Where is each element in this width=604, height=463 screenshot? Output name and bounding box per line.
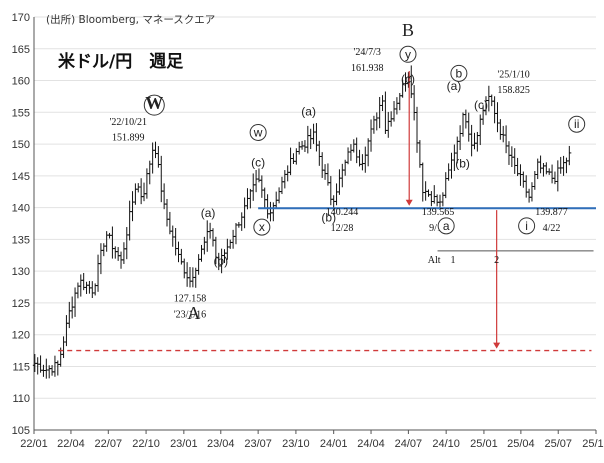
source-label: (出所) Bloomberg, マネースクエア bbox=[46, 13, 215, 26]
y-tick-label: 120 bbox=[12, 330, 30, 342]
wave-label-circled: b bbox=[450, 64, 468, 82]
wave-label-circle bbox=[437, 217, 455, 235]
x-tick-label: 24/04 bbox=[357, 438, 385, 450]
wave-label-circle bbox=[568, 115, 586, 133]
y-tick-label: 145 bbox=[12, 171, 30, 183]
x-tick-label: 23/01 bbox=[170, 438, 198, 450]
y-tick-label: 150 bbox=[12, 139, 30, 151]
y-tick-label: 160 bbox=[12, 76, 30, 88]
y-tick-label: 130 bbox=[12, 266, 30, 278]
point-label-line1: 139.877 bbox=[535, 207, 568, 218]
alt-label: 2 bbox=[494, 255, 499, 266]
gridlines bbox=[34, 16, 596, 431]
wave-label-text: w bbox=[253, 125, 263, 139]
wave-label: A bbox=[187, 303, 200, 323]
x-tick-label: 23/10 bbox=[282, 438, 310, 450]
wave-label-circle bbox=[143, 94, 165, 116]
x-tick-label: 25/10 bbox=[582, 438, 604, 450]
arrow-head bbox=[405, 199, 413, 206]
wave-label-circled: ii bbox=[568, 115, 586, 133]
y-tick-label: 115 bbox=[12, 361, 30, 373]
y-tick-label: 105 bbox=[12, 425, 30, 437]
x-tick-label: 23/04 bbox=[207, 438, 235, 450]
point-label-line1: 140.244 bbox=[326, 207, 359, 218]
x-tick-label: 25/07 bbox=[544, 438, 572, 450]
point-label-line2: 9/16 bbox=[429, 223, 447, 234]
x-tick-label: 22/01 bbox=[20, 438, 48, 450]
wave-label: (c) bbox=[401, 72, 415, 86]
y-tick-label: 135 bbox=[12, 234, 30, 246]
alt-label: Alt 1 bbox=[428, 255, 456, 266]
wave-label-text: a bbox=[443, 219, 450, 233]
wave-label-circle bbox=[450, 64, 468, 82]
wave-label-text: b bbox=[456, 66, 463, 80]
reference-lines bbox=[58, 71, 596, 352]
point-label-line1: '25/1/10 bbox=[497, 69, 529, 80]
x-tick-label: 22/10 bbox=[132, 438, 160, 450]
point-label-line2: 4/22 bbox=[543, 223, 561, 234]
point-label-line2: 151.899 bbox=[112, 132, 145, 143]
wave-label: (a) bbox=[447, 79, 462, 93]
x-tick-label: 25/04 bbox=[507, 438, 535, 450]
point-label-line1: 139.565 bbox=[422, 207, 455, 218]
wave-label-text: W bbox=[145, 93, 163, 113]
x-tick-label: 22/07 bbox=[95, 438, 123, 450]
wave-label-text: y bbox=[405, 47, 411, 61]
wave-label-circled: x bbox=[253, 218, 271, 236]
y-tick-label: 125 bbox=[12, 298, 30, 310]
x-tick-label: 24/01 bbox=[320, 438, 348, 450]
chart-title: 米ドル/円 週足 bbox=[58, 51, 183, 72]
arrow-head bbox=[493, 342, 501, 349]
wave-label-circle bbox=[518, 217, 536, 235]
x-tick-label: 23/07 bbox=[244, 438, 272, 450]
y-tick-label: 170 bbox=[12, 12, 30, 24]
point-label-line2: 158.825 bbox=[497, 85, 530, 96]
point-label-line1: 127.158 bbox=[174, 294, 207, 305]
wave-label: (c) bbox=[474, 98, 488, 112]
x-tick-label: 22/04 bbox=[57, 438, 85, 450]
wave-label: (b) bbox=[321, 211, 336, 225]
wave-label-circled: w bbox=[249, 123, 267, 141]
wave-label: (a) bbox=[301, 104, 316, 118]
wave-label-circled: i bbox=[518, 217, 536, 235]
point-label-line1: '22/10/21 bbox=[110, 117, 147, 128]
x-tick-label: 24/07 bbox=[395, 438, 423, 450]
wave-label: (b) bbox=[455, 157, 470, 171]
wave-label-text: x bbox=[259, 220, 265, 234]
wave-label-circle bbox=[399, 45, 417, 63]
wave-label: B bbox=[402, 20, 414, 40]
wave-label: (c) bbox=[251, 155, 265, 169]
wave-label-circled: a bbox=[437, 217, 455, 235]
x-tick-label: 25/01 bbox=[470, 438, 498, 450]
point-label-line2: '23/1/16 bbox=[174, 310, 206, 321]
y-tick-label: 110 bbox=[12, 393, 30, 405]
y-tick-label: 140 bbox=[12, 203, 30, 215]
y-tick-label: 155 bbox=[12, 107, 30, 119]
wave-label-circled: y bbox=[399, 45, 417, 63]
wave-label: (b) bbox=[213, 254, 228, 268]
point-label-line2: 161.938 bbox=[351, 63, 384, 74]
wave-label-text: ii bbox=[574, 117, 579, 131]
wave-label-text: i bbox=[525, 219, 528, 233]
wave-label-circle bbox=[249, 123, 267, 141]
wave-label: (a) bbox=[201, 206, 216, 220]
y-tick-label: 165 bbox=[12, 44, 30, 56]
point-label-line1: '24/7/3 bbox=[354, 47, 381, 58]
price-bar bbox=[567, 145, 572, 166]
wave-label-circle bbox=[253, 218, 271, 236]
point-label-line2: 12/28 bbox=[331, 223, 354, 234]
axes: 105 110 115 120 125 130 135 140 145 150 155 160 165 1… bbox=[12, 12, 604, 450]
price-bars bbox=[32, 65, 572, 379]
wave-label-circled: W bbox=[143, 93, 165, 116]
x-tick-label: 24/10 bbox=[432, 438, 460, 450]
annotations: Alt 1 2 '22/10/21 151.899 127.158 '23/1/16 140… bbox=[110, 20, 586, 323]
